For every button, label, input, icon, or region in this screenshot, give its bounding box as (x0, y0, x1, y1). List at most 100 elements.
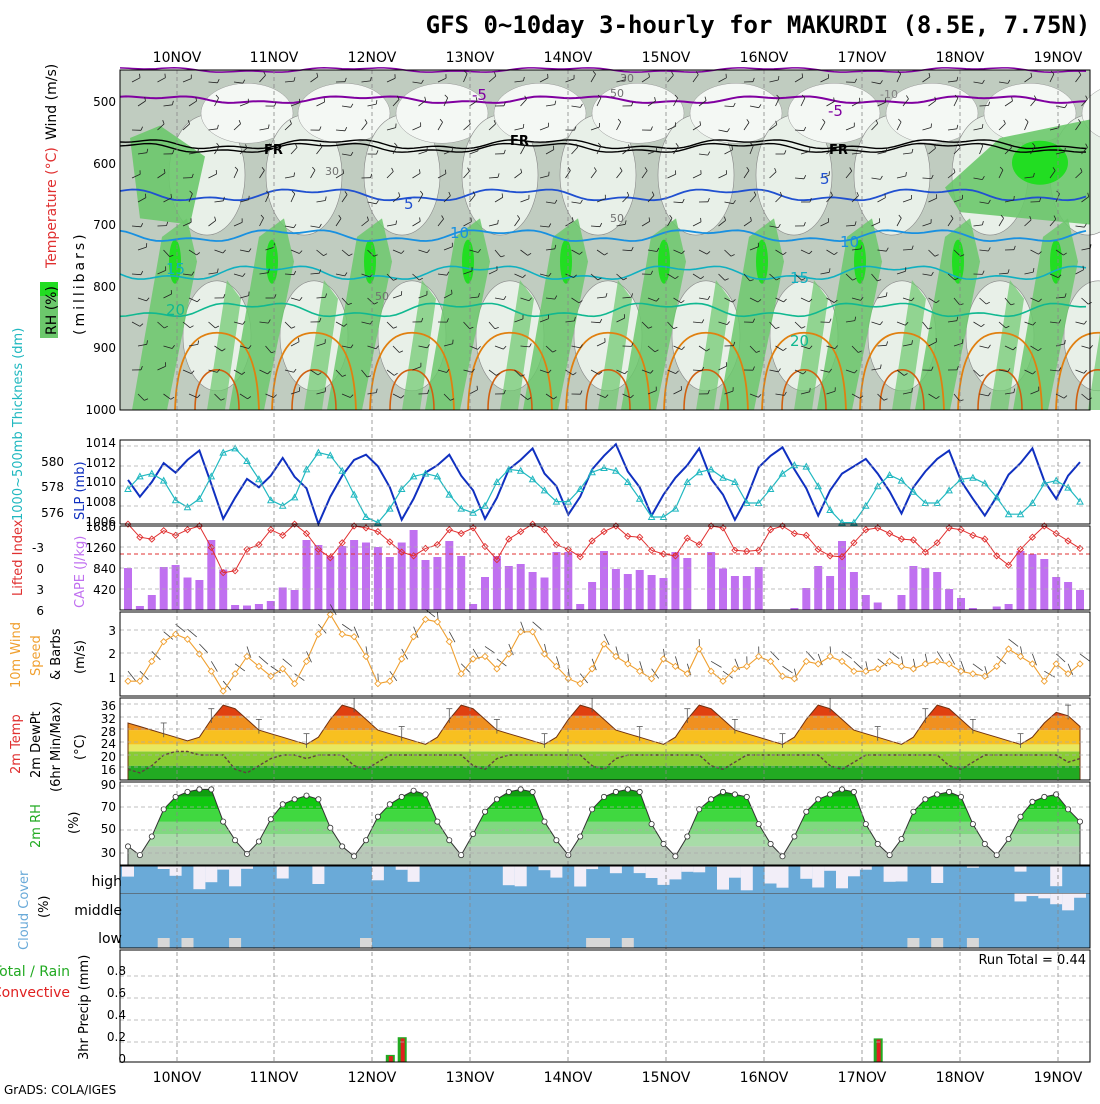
contour-label-10: 10 (450, 224, 469, 242)
rh-point (268, 817, 273, 822)
upper-ytick: 700 (93, 218, 116, 232)
rh-point (958, 794, 963, 799)
wind10-point (827, 653, 833, 659)
top-date-label: 10NOV (153, 50, 202, 66)
rh-saturated-core (266, 240, 278, 284)
rh-point (839, 787, 844, 792)
cape-bar (1017, 551, 1025, 610)
cape-bar (588, 582, 596, 610)
temp-ytick: 24 (101, 737, 116, 751)
wind-barb-flag (452, 290, 453, 294)
precip-ytick: 0.6 (107, 986, 126, 1000)
cape-bar (338, 546, 346, 610)
wind-ylabel: 10m Wind (9, 622, 24, 688)
precip-ylabel-total: Total / Rain (0, 964, 70, 980)
rh-point (816, 797, 821, 802)
wind10-point (339, 631, 345, 637)
cloud-low-gap (586, 938, 598, 948)
rh-point (661, 841, 666, 846)
rh-point (280, 802, 285, 807)
wind-barb-flag (1059, 124, 1060, 128)
cape-bar (457, 556, 465, 610)
precip-panel-labels: 0.8 0.6 0.4 0.2 0 Total / Rain Convectiv… (0, 953, 1086, 1066)
wind10-point (446, 639, 452, 645)
cape-bar (314, 545, 322, 610)
rh-point (197, 787, 202, 792)
cape-bar (683, 558, 691, 610)
rh-point (1018, 814, 1023, 819)
rh-point (697, 807, 702, 812)
wind10-point (125, 678, 131, 684)
cloud-high-gap (574, 866, 586, 887)
rh-band (120, 809, 1090, 821)
cape-bar (410, 530, 418, 610)
upper-ytick: 800 (93, 280, 116, 294)
cloud-high-gap (646, 866, 658, 878)
wind10-point (315, 631, 321, 637)
bottom-date-label: 11NOV (250, 1070, 299, 1086)
cloud-low-gap (907, 938, 919, 948)
cloud-low-gap (158, 938, 170, 948)
slp-ytick: 1008 (85, 495, 116, 509)
cape-bar (326, 556, 334, 610)
rh-point (173, 794, 178, 799)
wind-barb-flag (886, 148, 887, 152)
cape-bar (505, 566, 513, 610)
cape-bar (874, 603, 882, 611)
precip-ytick: 0.2 (107, 1030, 126, 1044)
cloud-high-gap (277, 866, 289, 879)
wind10-barb (878, 659, 887, 666)
cloud-level-label: high (91, 874, 122, 890)
lower-panels (120, 444, 1090, 1062)
rh-point (720, 789, 725, 794)
rh-point (792, 834, 797, 839)
top-date-label: 14NOV (544, 50, 593, 66)
cape-panel-labels: -3 0 3 6 1680 1260 840 420 Lifted Index … (11, 519, 116, 618)
cape-bar (909, 566, 917, 610)
temp-ylabel-units: (°C) (73, 734, 88, 760)
rh-point (423, 792, 428, 797)
upper-ytick: 900 (93, 341, 116, 355)
cape-ytick: 420 (93, 583, 116, 597)
wind-barb-flag (1014, 196, 1015, 200)
contour-label-fr: FR (264, 143, 283, 158)
cape-ylabel: CAPE (J/kg) (73, 536, 88, 608)
thick-ytick: 576 (41, 506, 64, 520)
cape-bar (850, 572, 858, 610)
temp-ylabel: (6hr Min/Max) (49, 702, 64, 792)
wind10-barb (842, 651, 852, 658)
top-date-label: 18NOV (936, 50, 985, 66)
rh-panel-labels: 90 70 50 30 2m RH (%) (29, 778, 116, 860)
cape-bar (279, 588, 287, 611)
bottom-date-label: 15NOV (642, 1070, 691, 1086)
rh-point (482, 809, 487, 814)
rh-point (768, 841, 773, 846)
cloud-high-gap (812, 866, 824, 888)
rh-point (780, 854, 785, 859)
wind10-point (363, 653, 369, 659)
rh-point (947, 789, 952, 794)
wind-barb (980, 106, 989, 107)
cloud-high-gap (765, 866, 777, 884)
cloud-ylabel: Cloud Cover (17, 870, 32, 950)
upper-ylabel-units: (millibars) (72, 231, 88, 335)
cape-bar (243, 606, 251, 611)
rh-point (1066, 807, 1071, 812)
rh-point (923, 797, 928, 802)
rh-point (447, 838, 452, 843)
wind-barb-flag (165, 74, 166, 78)
cape-bar (184, 578, 192, 611)
rh-ylabel: 2m RH (29, 804, 44, 848)
cape-bar (993, 607, 1001, 611)
rh-point (375, 814, 380, 819)
rh-point (685, 834, 690, 839)
cape-bar (707, 552, 715, 610)
cloud-high-gap (550, 866, 562, 878)
wind-panel-labels: 3 2 1 10m Wind Speed & Barbs (m/s) (9, 622, 116, 688)
rh-point (221, 819, 226, 824)
wind-barb-flag (171, 194, 172, 198)
li-ytick: 6 (36, 604, 44, 618)
cloud-high-gap (193, 866, 205, 889)
rh-point (292, 797, 297, 802)
